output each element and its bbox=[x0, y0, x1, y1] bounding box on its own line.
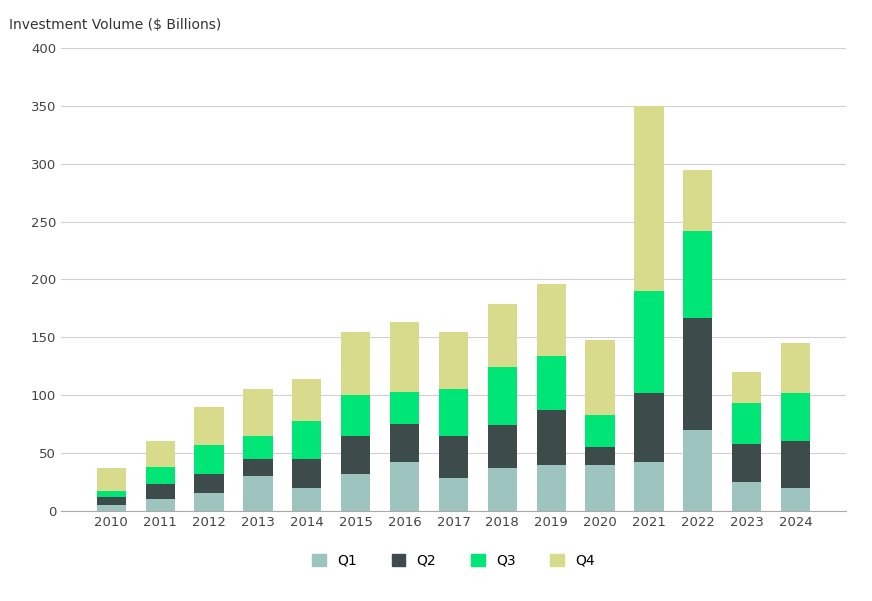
Bar bbox=[194, 407, 224, 445]
Bar bbox=[390, 424, 419, 462]
Bar bbox=[634, 291, 664, 393]
Bar bbox=[390, 462, 419, 511]
Bar bbox=[194, 445, 224, 474]
Text: Investment Volume ($ Billions): Investment Volume ($ Billions) bbox=[9, 18, 221, 32]
Bar bbox=[487, 468, 517, 511]
Bar bbox=[585, 465, 615, 511]
Bar bbox=[439, 389, 468, 436]
Bar bbox=[243, 476, 273, 511]
Bar bbox=[683, 231, 712, 318]
Bar bbox=[341, 395, 371, 436]
Bar bbox=[780, 393, 810, 441]
Legend: Q1, Q2, Q3, Q4: Q1, Q2, Q3, Q4 bbox=[306, 548, 601, 573]
Bar bbox=[439, 436, 468, 478]
Bar bbox=[292, 379, 322, 421]
Bar bbox=[97, 468, 126, 491]
Bar bbox=[487, 304, 517, 367]
Bar bbox=[536, 465, 566, 511]
Bar bbox=[732, 372, 761, 403]
Bar bbox=[634, 106, 664, 291]
Bar bbox=[194, 493, 224, 511]
Bar bbox=[341, 332, 371, 395]
Bar bbox=[390, 322, 419, 392]
Bar bbox=[146, 467, 175, 484]
Bar bbox=[146, 484, 175, 499]
Bar bbox=[292, 487, 322, 511]
Bar bbox=[243, 459, 273, 476]
Bar bbox=[732, 482, 761, 511]
Bar bbox=[683, 430, 712, 511]
Bar bbox=[732, 444, 761, 482]
Bar bbox=[243, 389, 273, 436]
Bar bbox=[194, 474, 224, 493]
Bar bbox=[536, 356, 566, 410]
Bar bbox=[292, 421, 322, 459]
Bar bbox=[536, 410, 566, 465]
Bar bbox=[341, 436, 371, 474]
Bar bbox=[536, 284, 566, 356]
Bar bbox=[634, 393, 664, 462]
Bar bbox=[146, 499, 175, 511]
Bar bbox=[341, 474, 371, 511]
Bar bbox=[732, 403, 761, 444]
Bar bbox=[390, 392, 419, 424]
Bar bbox=[292, 459, 322, 487]
Bar bbox=[439, 478, 468, 511]
Bar bbox=[634, 462, 664, 511]
Bar bbox=[439, 332, 468, 389]
Bar bbox=[97, 505, 126, 511]
Bar bbox=[780, 343, 810, 393]
Bar bbox=[683, 318, 712, 430]
Bar bbox=[97, 491, 126, 497]
Bar bbox=[780, 441, 810, 487]
Bar bbox=[585, 340, 615, 415]
Bar bbox=[585, 447, 615, 465]
Bar bbox=[585, 415, 615, 447]
Bar bbox=[146, 441, 175, 467]
Bar bbox=[487, 367, 517, 426]
Bar bbox=[487, 426, 517, 468]
Bar bbox=[780, 487, 810, 511]
Bar bbox=[97, 497, 126, 505]
Bar bbox=[683, 169, 712, 231]
Bar bbox=[243, 436, 273, 459]
